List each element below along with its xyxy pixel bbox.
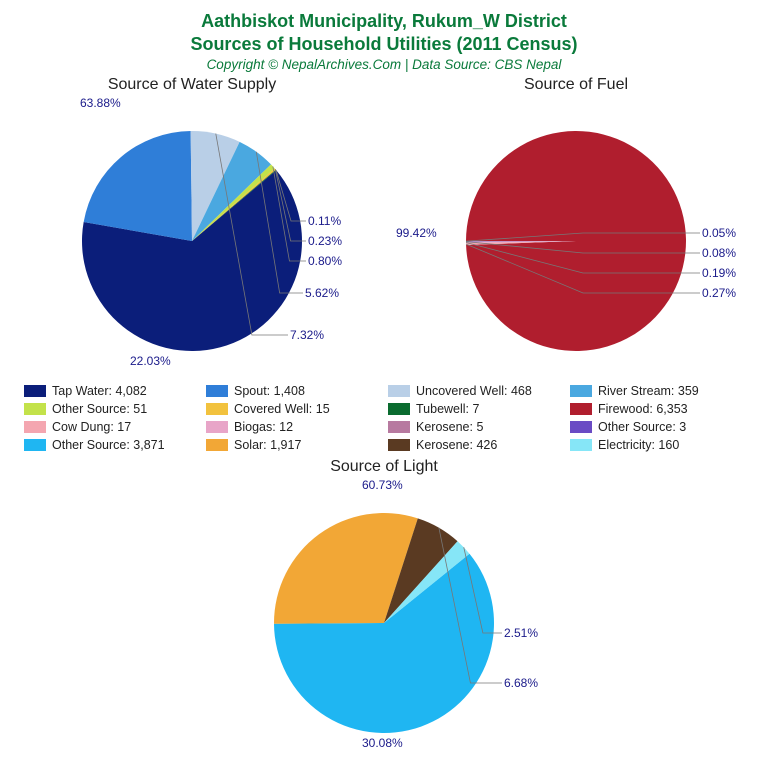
pct-label: 0.23% bbox=[308, 234, 342, 248]
legend-label: Cow Dung: 17 bbox=[52, 420, 131, 434]
bottom-chart-area: Source of Light 60.73% 30.08% 6.68% 2.51% bbox=[0, 458, 768, 768]
legend-swatch bbox=[206, 421, 228, 433]
legend-swatch bbox=[388, 403, 410, 415]
legend-item: Other Source: 3,871 bbox=[24, 438, 198, 452]
fuel-chart-title: Source of Fuel bbox=[384, 76, 768, 94]
legend-swatch bbox=[24, 439, 46, 451]
legend-swatch bbox=[570, 403, 592, 415]
legend-swatch bbox=[388, 421, 410, 433]
legend-item: Biogas: 12 bbox=[206, 420, 380, 434]
pct-label: 63.88% bbox=[80, 96, 121, 110]
legend-item: Kerosene: 5 bbox=[388, 420, 562, 434]
light-chart-title: Source of Light bbox=[192, 458, 576, 476]
water-pie: 63.88% 22.03% 7.32% 5.62% 0.80% 0.23% 0.11% bbox=[0, 96, 384, 376]
pct-label: 2.51% bbox=[504, 626, 538, 640]
legend-item: Firewood: 6,353 bbox=[570, 402, 744, 416]
top-charts-row: Source of Water Supply 63.88% 22.03% 7.32%… bbox=[0, 76, 768, 376]
legend-item: River Stream: 359 bbox=[570, 384, 744, 398]
fuel-chart: Source of Fuel 99.42% 0.27% 0.19% 0.08% 0.05… bbox=[384, 76, 768, 376]
legend-label: Tubewell: 7 bbox=[416, 402, 479, 416]
legend-item: Tap Water: 4,082 bbox=[24, 384, 198, 398]
legend-item: Other Source: 3 bbox=[570, 420, 744, 434]
legend-label: Electricity: 160 bbox=[598, 438, 679, 452]
legend-item: Solar: 1,917 bbox=[206, 438, 380, 452]
legend: Tap Water: 4,082 Spout: 1,408 Uncovered We… bbox=[24, 384, 744, 452]
pct-label: 0.05% bbox=[702, 226, 736, 240]
pct-label: 7.32% bbox=[290, 328, 324, 342]
pct-label: 5.62% bbox=[305, 286, 339, 300]
legend-label: Kerosene: 426 bbox=[416, 438, 497, 452]
legend-label: Other Source: 3 bbox=[598, 420, 686, 434]
legend-label: Biogas: 12 bbox=[234, 420, 293, 434]
legend-swatch bbox=[24, 421, 46, 433]
pct-label: 30.08% bbox=[362, 736, 403, 750]
pct-label: 0.27% bbox=[702, 286, 736, 300]
legend-swatch bbox=[206, 439, 228, 451]
legend-item: Uncovered Well: 468 bbox=[388, 384, 562, 398]
legend-label: Spout: 1,408 bbox=[234, 384, 305, 398]
legend-label: Other Source: 3,871 bbox=[52, 438, 165, 452]
legend-swatch bbox=[570, 439, 592, 451]
pct-label: 0.80% bbox=[308, 254, 342, 268]
legend-swatch bbox=[24, 385, 46, 397]
subtitle: Copyright © NepalArchives.Com | Data Sou… bbox=[0, 57, 768, 72]
legend-swatch bbox=[24, 403, 46, 415]
water-chart: Source of Water Supply 63.88% 22.03% 7.32%… bbox=[0, 76, 384, 376]
legend-item: Electricity: 160 bbox=[570, 438, 744, 452]
main-title-line2: Sources of Household Utilities (2011 Cen… bbox=[0, 33, 768, 56]
pct-label: 60.73% bbox=[362, 478, 403, 492]
legend-item: Kerosene: 426 bbox=[388, 438, 562, 452]
legend-swatch bbox=[570, 421, 592, 433]
pct-label: 0.19% bbox=[702, 266, 736, 280]
legend-item: Other Source: 51 bbox=[24, 402, 198, 416]
fuel-pie: 99.42% 0.27% 0.19% 0.08% 0.05% bbox=[384, 96, 768, 376]
legend-item: Spout: 1,408 bbox=[206, 384, 380, 398]
legend-label: Tap Water: 4,082 bbox=[52, 384, 147, 398]
legend-label: Other Source: 51 bbox=[52, 402, 147, 416]
legend-label: Firewood: 6,353 bbox=[598, 402, 688, 416]
light-pie: 60.73% 30.08% 6.68% 2.51% bbox=[192, 478, 576, 758]
light-chart: Source of Light 60.73% 30.08% 6.68% 2.51% bbox=[192, 458, 576, 758]
legend-label: Kerosene: 5 bbox=[416, 420, 483, 434]
legend-swatch bbox=[388, 439, 410, 451]
pie-slice bbox=[84, 131, 192, 241]
pct-label: 0.08% bbox=[702, 246, 736, 260]
legend-item: Covered Well: 15 bbox=[206, 402, 380, 416]
pct-label: 22.03% bbox=[130, 354, 171, 368]
pct-label: 6.68% bbox=[504, 676, 538, 690]
water-chart-title: Source of Water Supply bbox=[0, 76, 384, 94]
legend-label: River Stream: 359 bbox=[598, 384, 699, 398]
legend-label: Uncovered Well: 468 bbox=[416, 384, 532, 398]
legend-label: Covered Well: 15 bbox=[234, 402, 330, 416]
legend-swatch bbox=[388, 385, 410, 397]
legend-swatch bbox=[206, 403, 228, 415]
legend-item: Cow Dung: 17 bbox=[24, 420, 198, 434]
legend-item: Tubewell: 7 bbox=[388, 402, 562, 416]
pct-label: 0.11% bbox=[308, 214, 341, 228]
main-title-line1: Aathbiskot Municipality, Rukum_W Distric… bbox=[0, 10, 768, 33]
legend-swatch bbox=[206, 385, 228, 397]
legend-label: Solar: 1,917 bbox=[234, 438, 301, 452]
legend-swatch bbox=[570, 385, 592, 397]
pct-label: 99.42% bbox=[396, 226, 437, 240]
header: Aathbiskot Municipality, Rukum_W Distric… bbox=[0, 0, 768, 72]
